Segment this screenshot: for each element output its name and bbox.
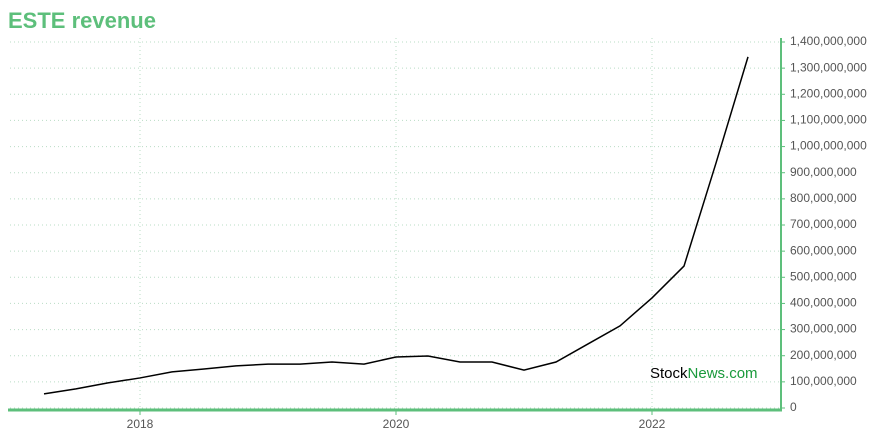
y-tick-label: 0 — [790, 400, 797, 414]
y-tick-label: 1,200,000,000 — [790, 86, 867, 100]
chart-title: ESTE revenue — [8, 8, 156, 33]
line — [43, 56, 749, 395]
x-tick-label: 2020 — [383, 417, 410, 431]
watermark: StockNews.com — [650, 365, 758, 382]
x-tick-label: 2018 — [127, 417, 154, 431]
y-tick-label: 200,000,000 — [790, 348, 857, 362]
y-tick-label: 600,000,000 — [790, 243, 857, 257]
y-tick-label: 1,300,000,000 — [790, 60, 867, 74]
y-tick-label: 900,000,000 — [790, 165, 857, 179]
y-tick-label: 500,000,000 — [790, 269, 857, 283]
y-tick-label: 700,000,000 — [790, 217, 857, 231]
watermark-prefix: Stock — [650, 365, 688, 382]
y-tick-label: 300,000,000 — [790, 322, 857, 336]
y-tick-label: 1,000,000,000 — [790, 139, 867, 153]
y-tick-label: 400,000,000 — [790, 296, 857, 310]
y-tick-label: 1,100,000,000 — [790, 113, 867, 127]
y-tick-label: 800,000,000 — [790, 191, 857, 205]
y-tick-label: 1,400,000,000 — [790, 34, 867, 48]
watermark-suffix: News.com — [688, 365, 758, 382]
x-tick-label: 2022 — [639, 417, 666, 431]
y-tick-label: 100,000,000 — [790, 374, 857, 388]
